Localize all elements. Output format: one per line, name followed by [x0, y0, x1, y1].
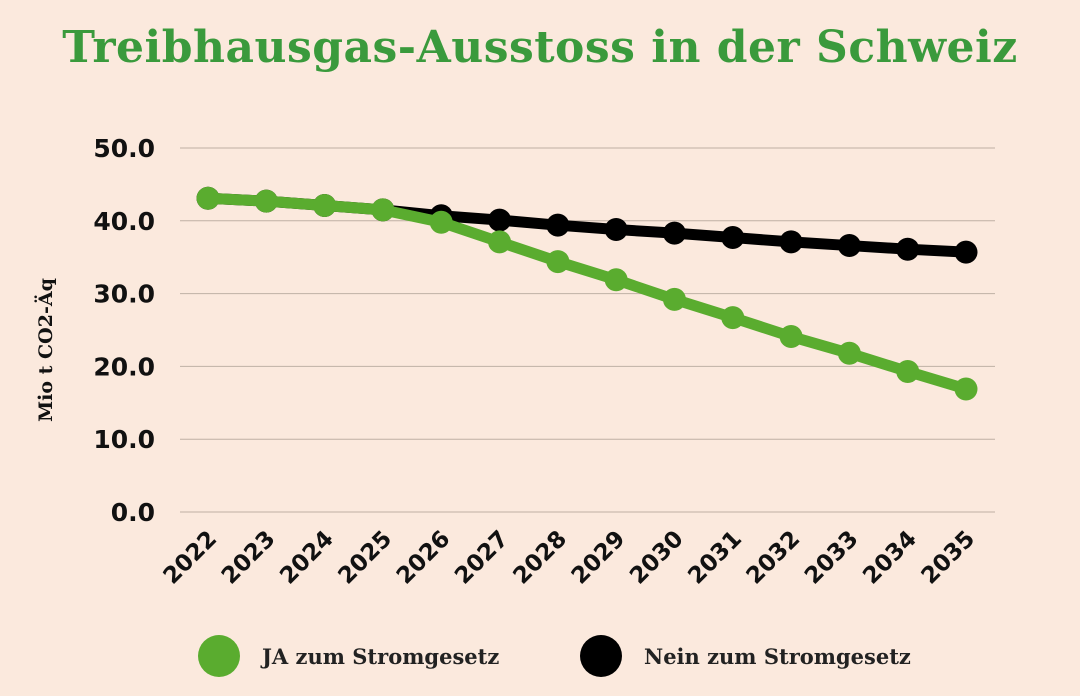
x-tick-label: 2029 — [567, 526, 631, 590]
data-point — [837, 234, 861, 258]
data-point — [429, 210, 453, 234]
data-point — [896, 237, 920, 261]
legend-swatch-ja — [198, 635, 240, 677]
x-tick-label: 2028 — [508, 526, 572, 590]
data-point — [662, 221, 686, 245]
legend-label-nein: Nein zum Stromgesetz — [644, 643, 911, 669]
x-tick-label: 2024 — [275, 526, 339, 590]
data-point — [604, 218, 628, 242]
x-tick-label: 2033 — [800, 526, 864, 590]
data-point — [488, 208, 512, 232]
x-tick-labels: 2022202320242025202620272028202920302031… — [159, 526, 981, 590]
data-point — [662, 287, 686, 311]
x-tick-label: 2026 — [392, 526, 456, 590]
data-point — [371, 198, 395, 222]
x-tick-label: 2034 — [858, 526, 922, 590]
data-point — [546, 250, 570, 274]
x-tick-label: 2023 — [217, 526, 281, 590]
y-tick-labels: 0.0 10.0 20.0 30.0 40.0 50.0 — [93, 134, 155, 527]
chart-title: Treibhausgas-Ausstoss in der Schweiz — [62, 22, 1018, 73]
data-point — [954, 377, 978, 401]
data-point — [837, 341, 861, 365]
data-point — [196, 186, 220, 210]
data-point — [954, 240, 978, 264]
series-nein — [196, 186, 978, 264]
data-point — [488, 230, 512, 254]
data-point — [604, 268, 628, 292]
x-tick-label: 2030 — [625, 526, 689, 590]
x-tick-label: 2022 — [159, 526, 223, 590]
y-tick-label: 40.0 — [93, 207, 155, 236]
y-tick-label: 10.0 — [93, 425, 155, 454]
x-tick-label: 2035 — [917, 526, 981, 590]
data-point — [896, 359, 920, 383]
series-lines — [196, 186, 978, 401]
gridlines — [180, 147, 995, 513]
data-point — [254, 189, 278, 213]
data-point — [721, 226, 745, 250]
legend-swatch-nein — [580, 635, 622, 677]
x-tick-label: 2032 — [742, 526, 806, 590]
legend-label-ja: JA zum Stromgesetz — [262, 643, 500, 669]
y-tick-label: 0.0 — [111, 498, 155, 527]
y-tick-label: 30.0 — [93, 280, 155, 309]
data-point — [779, 230, 803, 254]
y-tick-label: 50.0 — [93, 134, 155, 163]
x-tick-label: 2025 — [334, 526, 398, 590]
legend-item-ja: JA zum Stromgesetz — [198, 634, 499, 678]
legend: JA zum Stromgesetz Nein zum Stromgesetz — [0, 634, 1080, 678]
data-point — [546, 213, 570, 237]
x-tick-label: 2031 — [683, 526, 747, 590]
series-ja — [196, 186, 978, 401]
data-point — [313, 194, 337, 218]
y-tick-label: 20.0 — [93, 352, 155, 381]
data-point — [779, 325, 803, 349]
data-point — [721, 306, 745, 330]
x-tick-label: 2027 — [450, 526, 514, 590]
legend-item-nein: Nein zum Stromgesetz — [580, 634, 911, 678]
